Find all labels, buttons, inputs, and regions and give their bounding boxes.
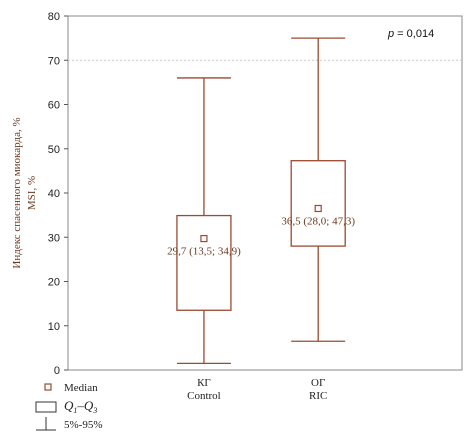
y-tick-label: 60 xyxy=(48,100,60,112)
p-value: p = 0,014 xyxy=(387,28,434,40)
p-value-number: = 0,014 xyxy=(394,28,434,40)
legend-quartile-label: Q1–Q3 xyxy=(64,398,97,415)
category-label: КГ xyxy=(197,377,211,389)
legend-median-marker xyxy=(44,383,52,391)
y-tick-label: 0 xyxy=(54,365,60,377)
category-sublabel: RIC xyxy=(309,390,327,402)
y-tick-label: 70 xyxy=(48,55,60,67)
legend-median-label: Median xyxy=(64,382,98,394)
box-group-1: 29,7 (13,5; 34,9) xyxy=(167,77,241,365)
iqr-box xyxy=(290,160,346,247)
median-marker xyxy=(200,234,208,243)
box-annotation: 36,5 (28,0; 47,3) xyxy=(281,215,355,227)
median-marker xyxy=(314,204,322,213)
y-tick-label: 80 xyxy=(48,11,60,23)
p-value-symbol: p xyxy=(387,28,394,40)
y-axis: 0 10 20 30 40 50 60 70 80 xyxy=(48,11,68,377)
y-tick-label: 30 xyxy=(48,232,60,244)
iqr-box xyxy=(176,214,232,311)
y-tick-label: 10 xyxy=(48,321,60,333)
boxes-layer: 29,7 (13,5; 34,9) 36,5 (28,0; 47,3) xyxy=(167,37,355,365)
legend-box-marker xyxy=(35,401,57,413)
category-sublabel: Control xyxy=(187,390,221,402)
legend-range-label: 5%-95% xyxy=(64,419,103,431)
y-axis-label-line1: Индекс спасенного миокарда, % xyxy=(11,117,23,268)
box-annotation: 29,7 (13,5; 34,9) xyxy=(167,246,241,258)
plot-area xyxy=(67,15,463,371)
y-tick-label: 50 xyxy=(48,144,60,156)
category-label: ОГ xyxy=(311,377,325,389)
legend: Median Q1–Q3 5%-95% xyxy=(35,382,103,431)
y-axis-label-line2: MSI, % xyxy=(26,176,38,210)
y-tick-label: 20 xyxy=(48,277,60,289)
box-group-2: 36,5 (28,0; 47,3) xyxy=(281,37,355,342)
y-tick-label: 40 xyxy=(48,188,60,200)
